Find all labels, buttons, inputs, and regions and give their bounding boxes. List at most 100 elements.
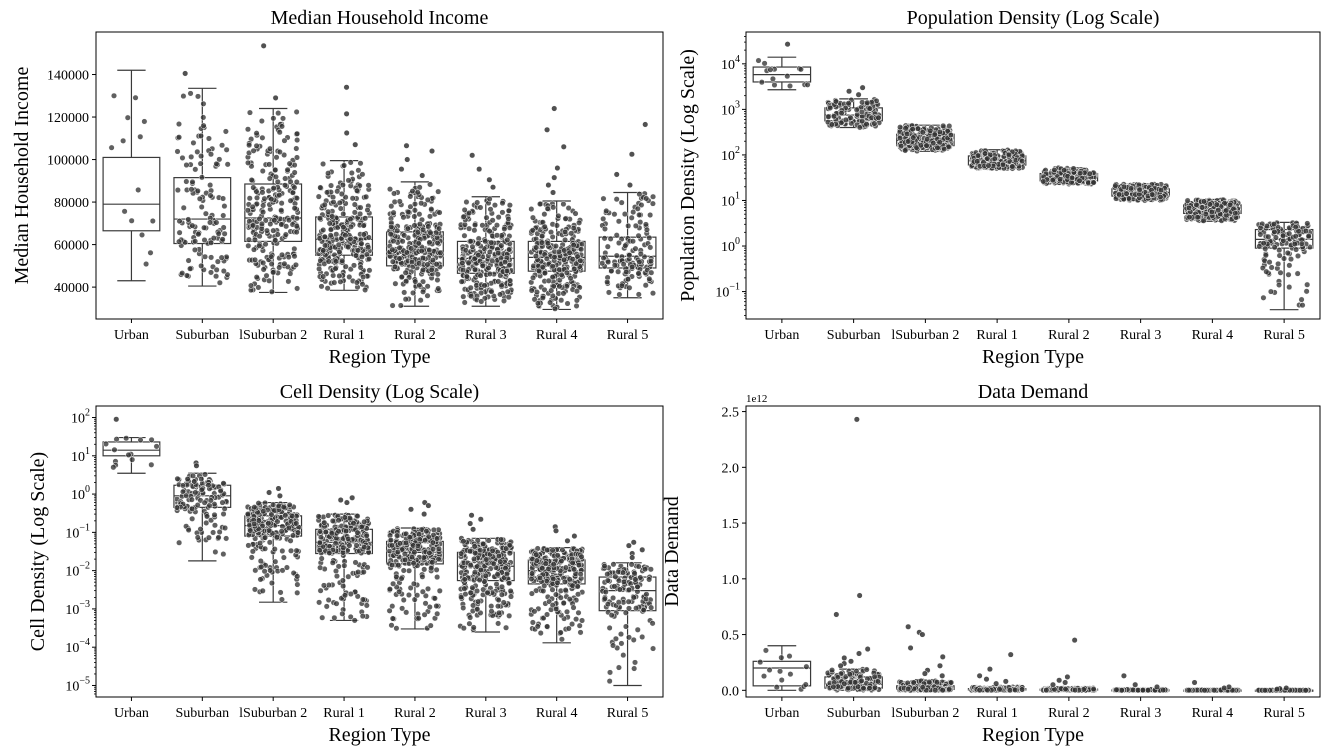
data-point [577,257,584,264]
data-point [191,478,198,485]
data-point [386,607,393,614]
data-point [132,94,139,101]
data-point [246,142,253,149]
data-point [207,269,215,276]
data-point [625,222,632,229]
x-tick-label-rural-1: Rural 1 [323,328,365,343]
data-point [467,589,474,596]
data-point [490,560,497,567]
data-point [285,217,293,224]
data-point [575,609,582,616]
data-point [285,278,292,285]
data-point [458,550,465,557]
box-urban [102,69,161,282]
data-point [251,520,258,527]
data-point [347,159,354,166]
data-point [647,211,654,219]
data-point [620,261,627,268]
data-point [291,245,298,252]
data-point [201,224,208,231]
data-point [279,115,287,122]
data-point [338,190,345,198]
data-point [541,223,548,230]
data-point [201,236,208,244]
data-point [174,187,181,194]
data-point [359,613,366,620]
outlier-point [486,176,493,183]
data-point [769,75,776,82]
data-point [253,142,260,149]
data-point [386,186,394,193]
data-point [637,250,644,257]
data-point [1294,252,1302,260]
data-point [558,271,565,278]
data-point [201,253,209,260]
data-point [632,245,639,252]
data-point [635,232,642,239]
data-point [315,193,322,200]
data-point [649,200,656,207]
data-point [360,273,367,281]
data-point [495,603,502,610]
data-point [321,201,328,208]
data-point [467,562,474,569]
data-point [330,272,337,279]
data-point [359,171,366,178]
data-point [536,200,544,208]
data-point [215,534,222,541]
data-point [340,224,347,231]
x-tick-label-lsuburban-2: lSuburban 2 [239,706,307,721]
data-point [418,200,425,207]
data-point [477,272,484,279]
data-point [461,299,468,306]
y-tick-label: 10−4 [65,637,90,656]
data-point [198,262,205,269]
data-point [388,203,395,210]
data-point [289,532,297,539]
data-point [332,258,339,265]
data-point [149,217,156,225]
data-point [223,535,230,542]
data-point [461,576,468,583]
data-point [396,244,403,251]
data-point [605,258,612,266]
data-point [331,279,338,286]
data-point [1299,302,1306,309]
data-point [247,282,255,289]
data-point [471,569,479,576]
data-point [530,274,537,281]
data-point [561,247,568,254]
data-point [206,502,213,509]
data-point [613,252,620,259]
data-point [253,274,260,281]
data-point [555,212,562,219]
data-point [179,270,186,277]
data-point [1270,221,1278,228]
data-point [390,209,397,216]
data-point [421,566,428,573]
data-point [558,297,565,304]
data-point [246,109,253,116]
data-point [1276,252,1283,259]
data-point [1157,193,1164,201]
data-point [466,225,473,232]
data-point [275,110,282,117]
data-point [250,246,258,253]
data-point [328,530,335,537]
data-point [259,587,266,594]
data-point [261,195,268,202]
data-point [258,563,265,570]
data-point [270,115,277,122]
data-point [1304,220,1311,227]
plot-frame [745,31,1321,320]
chart-title: Cell Density (Log Scale) [280,381,479,403]
data-point [153,443,160,450]
data-point [219,195,227,202]
data-point [279,547,286,555]
data-point [207,497,214,504]
data-point [124,114,131,121]
data-point [1271,228,1278,235]
data-point [189,222,196,229]
data-point [386,586,393,593]
data-point [318,555,325,562]
